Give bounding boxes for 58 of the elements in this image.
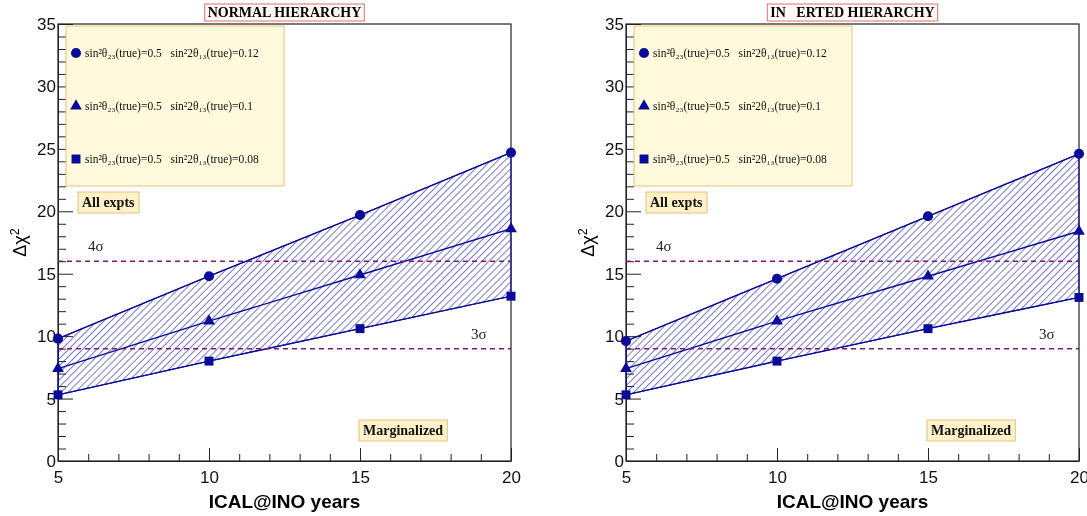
y-tick-label: 5: [46, 389, 56, 409]
ref-line-label: 4σ: [656, 238, 672, 255]
point: [204, 356, 214, 366]
legend-label: sin²θ₂₃(true)=0.5 sin²2θ₁₃(true)=0.12: [85, 47, 259, 60]
point: [52, 361, 64, 372]
ref-line-label: 3σ: [471, 325, 487, 342]
y-tick-label: 30: [37, 77, 56, 97]
chart-title: NORMAL HIERARCHY: [207, 5, 362, 20]
y-tick-label: 15: [37, 264, 56, 284]
y-tick-label: 25: [37, 139, 56, 159]
x-axis-title: ICAL@INO years: [208, 491, 361, 512]
point: [922, 211, 934, 222]
y-tick-label: 35: [37, 14, 56, 34]
y-tick-label: 20: [605, 202, 624, 222]
point: [1073, 148, 1085, 159]
legend-label: sin²θ₂₃(true)=0.5 sin²2θ₁₃(true)=0.1: [653, 100, 822, 113]
legend-label: sin²θ₂₃(true)=0.5 sin²2θ₁₃(true)=0.1: [85, 100, 254, 113]
y-tick-label: 0: [46, 451, 56, 471]
point: [1073, 224, 1085, 235]
y-tick-label: 10: [605, 327, 624, 347]
point: [505, 147, 517, 158]
point: [505, 221, 517, 233]
point: [354, 210, 366, 221]
point: [506, 291, 516, 301]
legend-label: sin²θ₂₃(true)=0.5 sin²2θ₁₃(true)=0.08: [85, 153, 259, 166]
y-tick-label: 0: [614, 451, 624, 471]
point: [354, 268, 366, 279]
ref-line-label: 3σ: [1039, 325, 1055, 342]
y-tick-label: 30: [605, 77, 624, 97]
x-axis-title: ICAL@INO years: [776, 491, 929, 512]
x-tick-label: 10: [768, 467, 787, 487]
point: [771, 314, 783, 325]
chart-title: IN ERTED HIERARCHY: [770, 5, 935, 20]
ref-line-label: 4σ: [88, 238, 104, 255]
annotation: Marginalized: [363, 423, 444, 438]
legend-label: sin²θ₂₃(true)=0.5 sin²2θ₁₃(true)=0.08: [653, 153, 827, 166]
point: [355, 324, 365, 334]
point: [923, 324, 933, 334]
point: [772, 356, 782, 366]
x-tick-label: 20: [502, 467, 521, 487]
x-tick-label: 15: [351, 467, 370, 487]
point: [203, 314, 215, 325]
y-tick-label: 20: [37, 202, 56, 222]
point: [1074, 292, 1084, 302]
annotation: All expts: [650, 195, 704, 210]
x-tick-label: 15: [919, 467, 938, 487]
legend-label: sin²θ₂₃(true)=0.5 sin²2θ₁₃(true)=0.12: [653, 47, 827, 60]
annotation: All expts: [82, 195, 136, 210]
point: [620, 361, 632, 372]
x-tick-label: 10: [200, 467, 219, 487]
point: [922, 269, 934, 280]
point: [771, 273, 783, 284]
y-tick-label: 35: [605, 14, 624, 34]
y-tick-label: 15: [605, 264, 624, 284]
y-tick-label: 25: [605, 139, 624, 159]
point: [203, 271, 215, 282]
y-tick-label: 5: [614, 389, 624, 409]
annotation: Marginalized: [931, 423, 1012, 438]
